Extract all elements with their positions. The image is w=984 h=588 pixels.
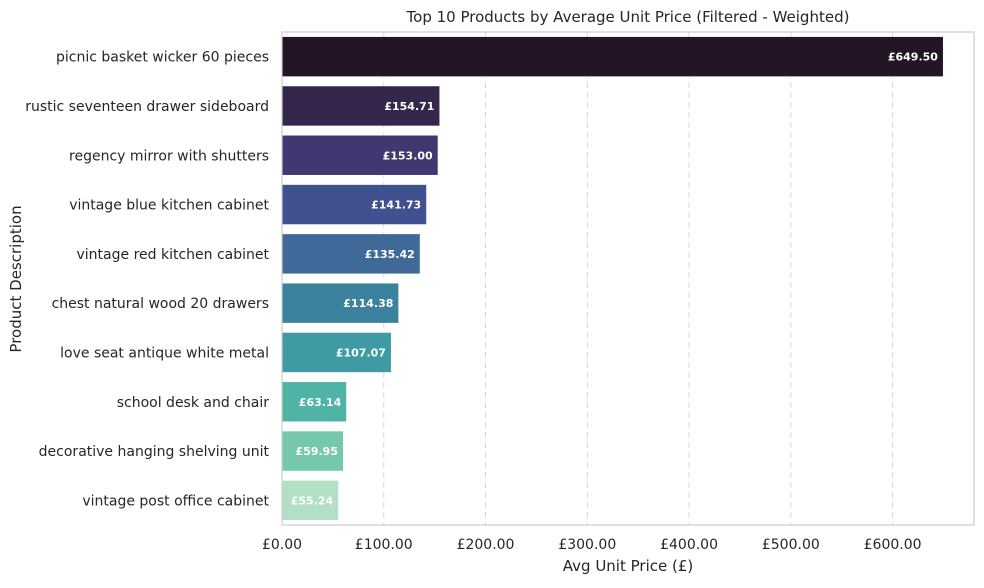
y-tick-label: love seat antique white metal [60,345,269,361]
bar [282,36,943,77]
x-tick-labels: £0.00 £100.00 £200.00 £300.00 £400.00 £500.00… [262,537,922,553]
x-tick-label: £300.00 [558,537,616,553]
bar [282,135,438,175]
bar [282,382,347,422]
x-axis-label: Avg Unit Price (£) [563,557,693,575]
bar [282,480,339,521]
y-tick-labels: picnic basket wicker 60 pieces rustic sev… [25,50,269,510]
bar-value-label: £141.73 [371,199,421,212]
bar [282,86,440,126]
y-tick-label: vintage post office cabinet [82,493,269,509]
y-axis-label: Product Description [7,205,25,352]
x-tick-label: £500.00 [762,537,820,553]
bar-value-label: £107.07 [336,346,386,359]
bar-value-label: £55.24 [291,494,334,507]
bar [282,431,344,471]
y-tick-label: vintage blue kitchen cabinet [69,198,269,214]
y-tick-label: chest natural wood 20 drawers [52,296,269,312]
bar [282,332,391,373]
x-tick-label: £600.00 [864,537,922,553]
x-tick-label: £400.00 [660,537,718,553]
bar-value-label: £114.38 [343,297,393,310]
bar [282,234,420,274]
y-tick-label: regency mirror with shutters [69,148,269,164]
bar-value-label: £63.14 [299,396,342,409]
y-tick-label: school desk and chair [117,395,270,411]
bar-value-label: £135.42 [365,248,415,261]
bar [282,283,399,323]
value-labels: £649.50 £154.71 £153.00 £141.73 £135.42 £114.… [291,51,939,508]
bar [282,184,427,225]
x-tick-label: £100.00 [355,537,413,553]
y-tick-label: vintage red kitchen cabinet [77,247,270,263]
bar-value-label: £649.50 [888,51,938,64]
bar-value-label: £153.00 [383,149,433,162]
bars [282,36,943,521]
bar-value-label: £59.95 [296,445,338,458]
x-tick-label: £200.00 [457,537,515,553]
bar-value-label: £154.71 [384,100,434,113]
plot-frame [281,31,975,526]
y-tick-label: rustic seventeen drawer sideboard [25,99,269,115]
gridlines [383,32,894,525]
chart-title: Top 10 Products by Average Unit Price (F… [406,8,850,26]
y-tick-label: picnic basket wicker 60 pieces [56,50,269,66]
x-tick-label: £0.00 [262,537,302,553]
y-tick-label: decorative hanging shelving unit [39,444,270,460]
